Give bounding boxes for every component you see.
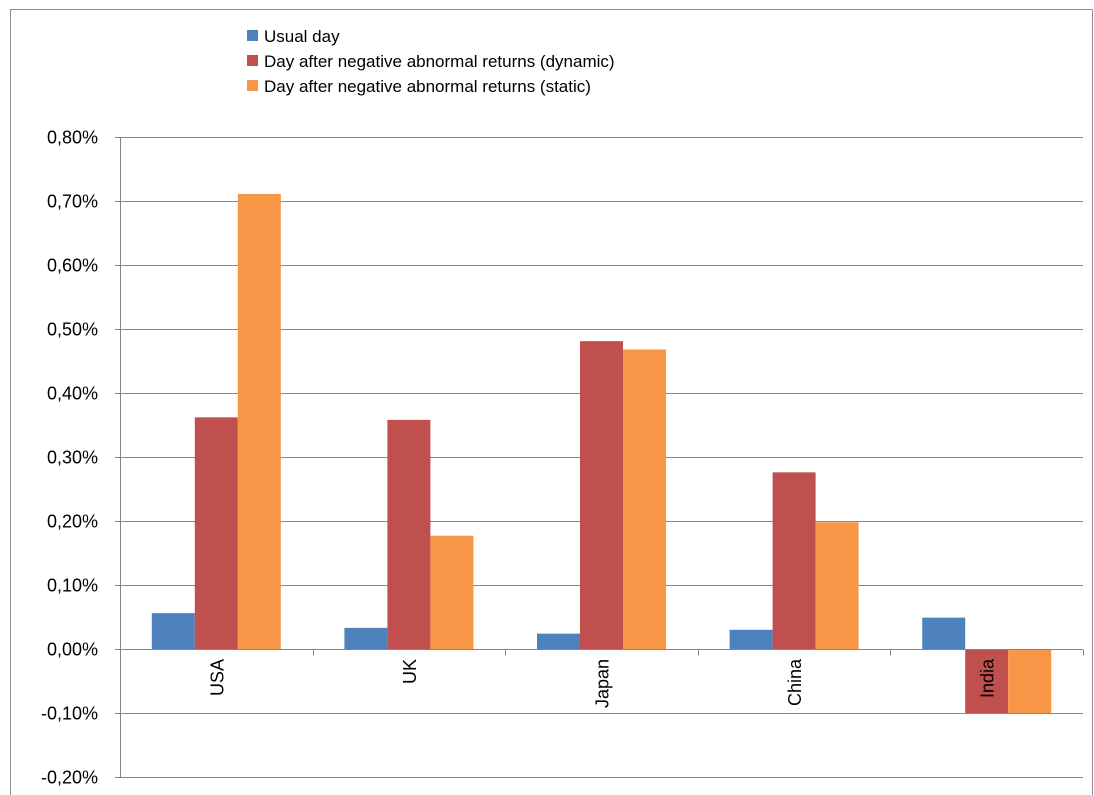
chart-area-border	[10, 9, 1093, 795]
x-category-label: India	[978, 658, 998, 698]
bar	[430, 535, 474, 649]
bar	[387, 419, 431, 649]
y-tick-label: -0,10%	[41, 704, 98, 724]
y-tick-label: 0,10%	[47, 576, 98, 596]
x-axis-category-labels: USA UK Japan China India	[207, 658, 997, 708]
bar	[965, 649, 1009, 713]
bar	[922, 617, 966, 649]
y-tick-label: -0,20%	[41, 768, 98, 788]
bar	[623, 349, 666, 649]
y-tick-label: 0,50%	[47, 320, 98, 340]
legend-swatch	[247, 80, 258, 91]
bars	[151, 193, 1052, 713]
legend-label: Usual day	[264, 27, 340, 46]
y-tick-label: 0,80%	[47, 128, 98, 148]
y-tick-label: 0,60%	[47, 256, 98, 276]
bar	[194, 417, 238, 649]
y-tick-label: 0,40%	[47, 384, 98, 404]
x-category-label: UK	[400, 659, 420, 684]
bar	[537, 633, 580, 649]
bar	[344, 627, 388, 649]
legend-swatch	[247, 30, 258, 41]
y-tick-label: 0,30%	[47, 448, 98, 468]
bar	[772, 472, 816, 649]
bar	[151, 613, 195, 649]
x-category-label: China	[785, 658, 805, 706]
chart-border	[10, 9, 1093, 795]
bar	[729, 629, 773, 649]
bar	[1008, 649, 1052, 713]
legend-label: Day after negative abnormal returns (sta…	[264, 77, 591, 96]
x-category-label: USA	[207, 659, 227, 696]
y-tick-label: 0,20%	[47, 512, 98, 532]
axes	[120, 137, 1084, 777]
legend: Usual day Day after negative abnormal ret…	[247, 27, 615, 96]
y-tick-label: 0,00%	[47, 640, 98, 660]
bar	[815, 522, 859, 649]
bar	[237, 193, 281, 649]
legend-label: Day after negative abnormal returns (dyn…	[264, 52, 615, 71]
x-category-label: Japan	[593, 659, 613, 708]
y-tick-label: 0,70%	[47, 192, 98, 212]
y-axis-tick-labels: -0,20% -0,10% 0,00% 0,10% 0,20% 0,30% 0,40% 0,5…	[41, 128, 98, 788]
legend-swatch	[247, 55, 258, 66]
bar	[580, 341, 623, 649]
